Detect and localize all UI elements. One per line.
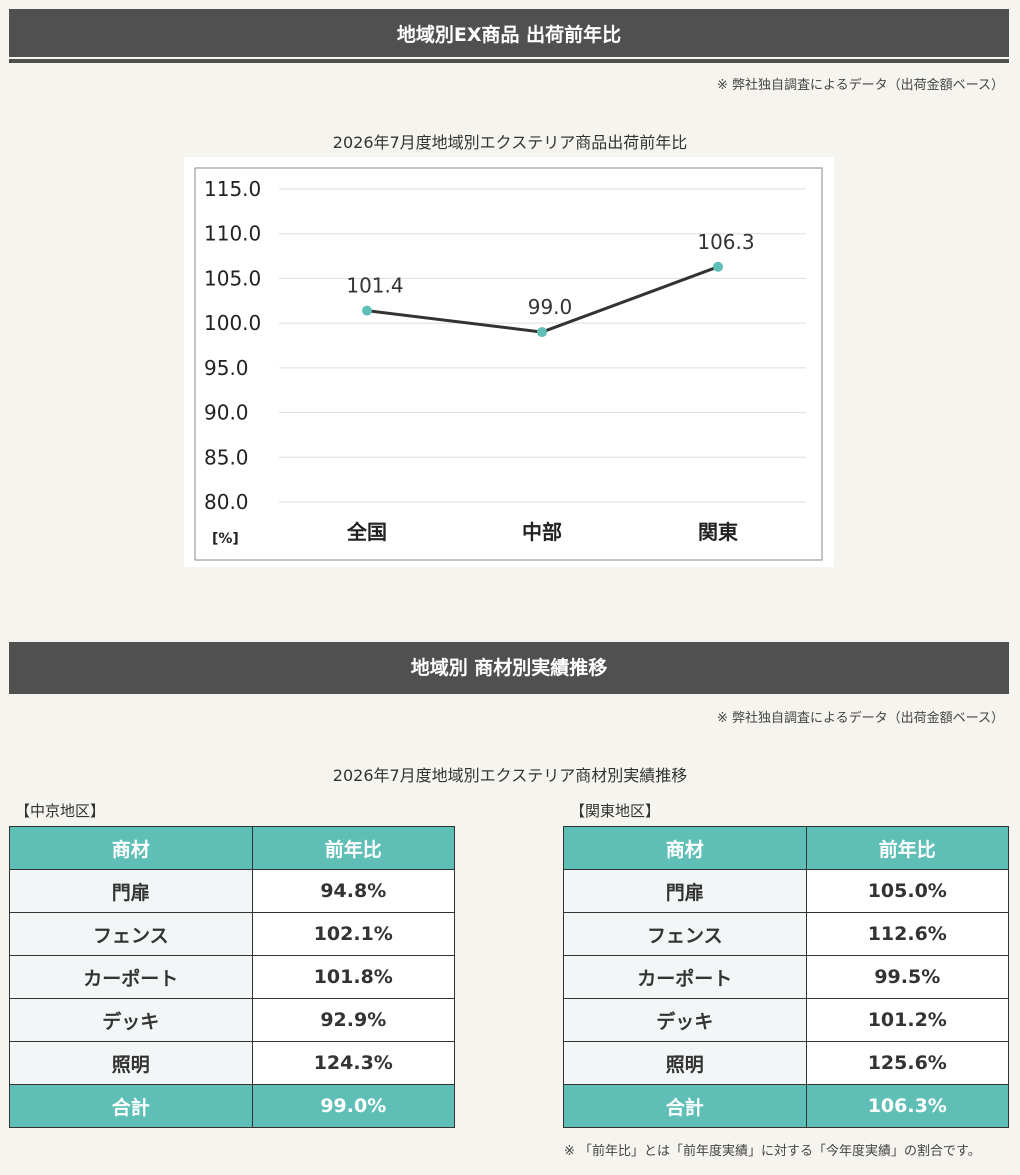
y-tick-label: 85.0 (204, 445, 249, 469)
x-tick-label: 関東 (698, 520, 738, 544)
data-point (362, 305, 372, 316)
chart-svg: 80.0 85.0 90.0 95.0 100.0 105.0 110.0 115.0 [%] 全… (194, 167, 823, 561)
column-header-material: 商材 (9, 826, 253, 870)
tables-title: 2026年7月度地域別エクステリア商材別実績推移 (332, 766, 688, 785)
yoy-value: 125.6% (805, 1041, 1010, 1085)
column-header-yoy: 前年比 (805, 826, 1010, 870)
table-row: デッキ 92.9% (9, 998, 456, 1042)
column-header-material: 商材 (563, 826, 807, 870)
yoy-value: 102.1% (251, 912, 456, 956)
plot-frame (194, 167, 823, 561)
section-rule (9, 690, 1009, 694)
yoy-value: 92.9% (251, 998, 456, 1042)
yoy-value: 105.0% (805, 869, 1010, 913)
table-row: デッキ 101.2% (563, 998, 1010, 1042)
material-name: カーポート (9, 955, 253, 999)
table-total-row: 合計 99.0% (9, 1084, 456, 1128)
data-label: 101.4 (346, 274, 403, 298)
material-name: 照明 (9, 1041, 253, 1085)
material-name: デッキ (563, 998, 807, 1042)
footnote: ※ 「前年比」とは「前年度実績」に対する「今年度実績」の割合です。 (564, 1144, 981, 1159)
table-row: フェンス 102.1% (9, 912, 456, 956)
region-label-kanto: 【関東地区】 (570, 802, 661, 820)
section-title: 地域別EX商品 出荷前年比 (396, 23, 622, 46)
table-row: カーポート 101.8% (9, 955, 456, 999)
y-tick-label: 115.0 (204, 177, 261, 201)
table-chukyo: 商材 前年比 門扉 94.8% フェンス 102.1% カーポート 101.8%… (9, 826, 456, 1128)
section-rule (9, 59, 1009, 63)
x-tick-label: 全国 (346, 520, 387, 544)
region-label-chukyo: 【中京地区】 (15, 802, 106, 820)
total-label: 合計 (563, 1084, 807, 1128)
material-name: 門扉 (563, 869, 807, 913)
section-header-material: 地域別 商材別実績推移 (9, 642, 1009, 690)
total-label: 合計 (9, 1084, 253, 1128)
total-value: 99.0% (251, 1084, 456, 1128)
data-source-note: ※ 弊社独自調査によるデータ（出荷金額ベース） (717, 78, 1004, 93)
y-tick-label: 100.0 (204, 311, 261, 335)
table-row: 照明 125.6% (563, 1041, 1010, 1085)
yoy-value: 99.5% (805, 955, 1010, 999)
data-point (537, 327, 547, 338)
y-tick-label: 80.0 (204, 490, 249, 514)
yoy-value: 124.3% (251, 1041, 456, 1085)
column-header-yoy: 前年比 (251, 826, 456, 870)
section-header-shipment: 地域別EX商品 出荷前年比 (9, 9, 1009, 57)
yoy-value: 101.2% (805, 998, 1010, 1042)
y-tick-label: 90.0 (204, 401, 249, 425)
material-name: 門扉 (9, 869, 253, 913)
section-title: 地域別 商材別実績推移 (410, 656, 608, 679)
y-tick-label: 105.0 (204, 266, 261, 290)
material-name: フェンス (9, 912, 253, 956)
y-tick-label: 95.0 (204, 356, 249, 380)
table-row: 照明 124.3% (9, 1041, 456, 1085)
table-row: フェンス 112.6% (563, 912, 1010, 956)
table-total-row: 合計 106.3% (563, 1084, 1010, 1128)
chart-title: 2026年7月度地域別エクステリア商品出荷前年比 (332, 133, 688, 152)
y-tick-label: 110.0 (204, 222, 261, 246)
line-chart: 80.0 85.0 90.0 95.0 100.0 105.0 110.0 115.0 [%] 全… (184, 157, 834, 567)
material-name: カーポート (563, 955, 807, 999)
total-value: 106.3% (805, 1084, 1010, 1128)
x-tick-label: 中部 (522, 520, 562, 544)
yoy-value: 112.6% (805, 912, 1010, 956)
data-source-note: ※ 弊社独自調査によるデータ（出荷金額ベース） (717, 711, 1004, 726)
data-point (713, 261, 723, 272)
material-name: フェンス (563, 912, 807, 956)
data-label: 106.3 (697, 230, 754, 254)
material-name: 照明 (563, 1041, 807, 1085)
yoy-value: 101.8% (251, 955, 456, 999)
yoy-value: 94.8% (251, 869, 456, 913)
data-label: 99.0 (528, 295, 573, 319)
table-kanto: 商材 前年比 門扉 105.0% フェンス 112.6% カーポート 99.5%… (563, 826, 1010, 1128)
table-row: 門扉 94.8% (9, 869, 456, 913)
table-row: 門扉 105.0% (563, 869, 1010, 913)
material-name: デッキ (9, 998, 253, 1042)
table-row: カーポート 99.5% (563, 955, 1010, 999)
y-unit-label: [%] (212, 531, 239, 547)
